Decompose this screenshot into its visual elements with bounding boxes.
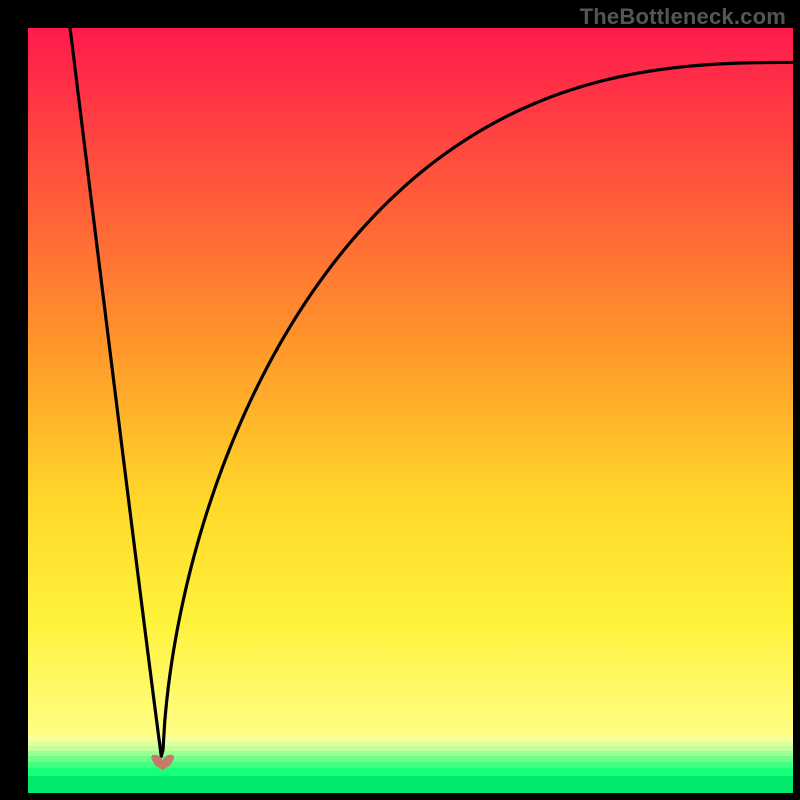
plot-area (28, 28, 793, 793)
curve-svg (28, 28, 793, 793)
chart-frame: TheBottleneck.com (0, 0, 800, 800)
bottleneck-curve (70, 28, 793, 756)
watermark-text: TheBottleneck.com (580, 4, 786, 30)
